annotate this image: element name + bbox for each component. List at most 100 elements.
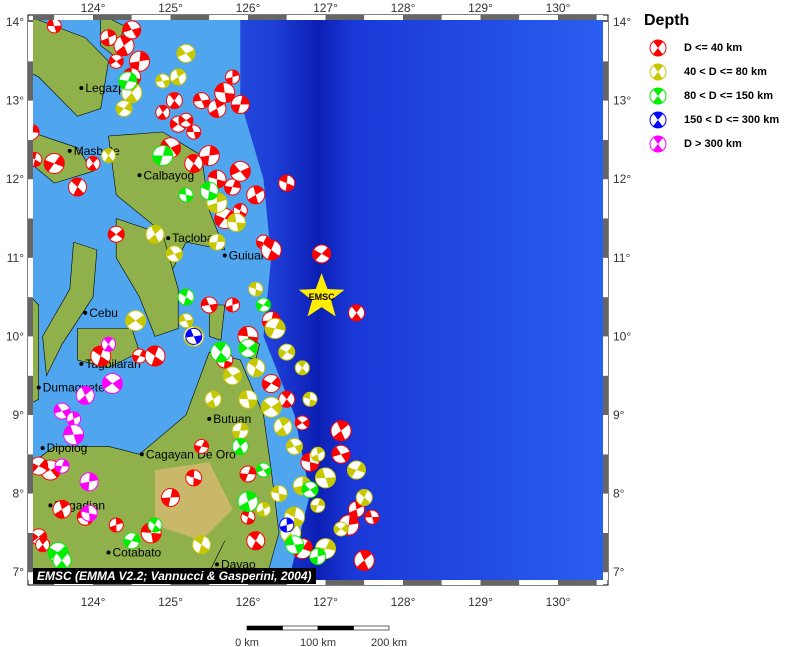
beachball-quadrant <box>73 187 85 197</box>
frame-segment <box>603 139 608 180</box>
beachball-quadrant <box>162 79 170 88</box>
beachball-quadrant <box>127 72 137 83</box>
frame-segment <box>28 61 33 101</box>
beachball-quadrant <box>129 61 140 72</box>
emsc-star-marker: EMSC <box>298 273 345 317</box>
beachball-quadrant <box>174 251 183 261</box>
focal-mechanism-event <box>118 71 138 91</box>
beachball-quadrant <box>271 401 282 414</box>
beachball-quadrant <box>150 225 162 235</box>
focal-mechanism-event <box>194 438 209 454</box>
focal-mechanism-event <box>294 415 310 431</box>
beachball-quadrant <box>81 386 93 396</box>
beachball-quadrant <box>256 464 264 473</box>
beachball-quadrant <box>155 74 163 83</box>
beachball-quadrant <box>89 156 98 164</box>
focal-mechanism-event <box>33 123 40 141</box>
beachball-quadrant <box>309 399 317 407</box>
beachball-quadrant <box>125 314 136 327</box>
beachball-quadrant <box>151 532 162 543</box>
beachball-quadrant <box>122 22 132 33</box>
city-tacloban: Tacloban <box>166 231 220 245</box>
beachball-quadrant <box>278 417 290 427</box>
city-cebu: Cebu <box>83 306 118 320</box>
beachball-quadrant <box>255 289 263 297</box>
beachball-quadrant <box>334 525 341 534</box>
beachball-quadrant <box>286 518 294 526</box>
beachball-quadrant <box>232 371 242 383</box>
city-davao: Davao <box>215 557 256 571</box>
beachball-quadrant <box>262 379 272 391</box>
beachball-quadrant <box>245 491 257 502</box>
focal-mechanism-event <box>90 345 112 367</box>
beachball-quadrant <box>262 502 270 510</box>
beachball-quadrant <box>97 356 110 367</box>
scale-bar-segment <box>317 625 354 631</box>
beachball-quadrant <box>275 319 286 331</box>
city-dot <box>106 550 111 555</box>
beachball-quadrant <box>317 548 326 557</box>
longitude-tick-label: 126° <box>236 595 261 609</box>
beachball-quadrant <box>186 49 195 61</box>
beachball-quadrant <box>132 354 140 363</box>
beachball-quadrant <box>169 100 180 109</box>
beachball-quadrant <box>59 500 70 510</box>
city-dot <box>215 562 219 567</box>
latitude-tick-label: 12° <box>613 172 631 186</box>
beachball-quadrant <box>285 536 295 546</box>
beachball-quadrant <box>193 477 202 486</box>
frame-segment <box>519 15 558 20</box>
frame-segment <box>364 15 403 20</box>
beachball-quadrant <box>109 56 117 65</box>
beachball-quadrant <box>214 214 225 227</box>
beachball-quadrant <box>332 446 341 457</box>
focal-mechanism-event <box>231 437 249 455</box>
depth-legend: Depth D <= 40 km 40 < D <= 80 km 80 < D <=… <box>640 12 779 156</box>
focal-mechanism-event <box>237 490 259 512</box>
beachball-quadrant <box>248 342 257 354</box>
frame-segment <box>603 218 608 258</box>
beachball-quadrant <box>232 430 241 439</box>
focal-mechanism-event <box>333 521 349 537</box>
focal-mechanism-event <box>100 29 117 47</box>
beachball-quadrant <box>652 96 663 104</box>
scale-bar-label: 100 km <box>300 637 336 647</box>
beachball-quadrant <box>179 115 186 125</box>
focal-mechanism-event <box>315 467 336 489</box>
focal-mechanism-event <box>310 497 326 513</box>
beachball-quadrant <box>310 504 318 513</box>
beachball-quadrant <box>223 368 233 380</box>
island-bicol <box>33 20 109 117</box>
latitude-tick-label: 14° <box>6 15 24 29</box>
beachball-quadrant <box>239 390 248 400</box>
focal-mechanism-event <box>240 509 256 525</box>
beachball-icon <box>649 135 667 153</box>
beachball-quadrant <box>251 540 263 550</box>
focal-mechanism-event <box>238 389 258 409</box>
frame-segment <box>603 532 608 573</box>
beachball-quadrant <box>315 468 326 479</box>
beachball-quadrant <box>359 550 372 561</box>
beachball-quadrant <box>185 329 194 338</box>
frame-segment <box>325 580 365 585</box>
focal-mechanism-event <box>186 124 202 140</box>
beachball-quadrant <box>171 77 181 86</box>
city-dumaguete: Dumaguete <box>36 380 105 394</box>
beachball-quadrant <box>301 453 310 463</box>
beachball-quadrant <box>63 425 74 436</box>
focal-mechanism-event <box>214 82 236 104</box>
latitude-tick-label: 7° <box>13 565 25 579</box>
frame-segment <box>364 580 403 585</box>
beachball-quadrant <box>115 104 124 115</box>
beachball-quadrant <box>186 319 194 327</box>
beachball-quadrant <box>236 438 247 447</box>
focal-mechanism-event <box>353 549 375 571</box>
focal-mechanism-event <box>312 244 332 264</box>
beachball-quadrant <box>175 69 185 78</box>
beachball-quadrant <box>33 152 37 160</box>
beachball-quadrant <box>271 376 281 388</box>
city-dot <box>48 503 53 508</box>
beachball-quadrant <box>198 544 210 554</box>
focal-mechanism-event <box>178 112 194 128</box>
frame-segment <box>28 179 33 219</box>
